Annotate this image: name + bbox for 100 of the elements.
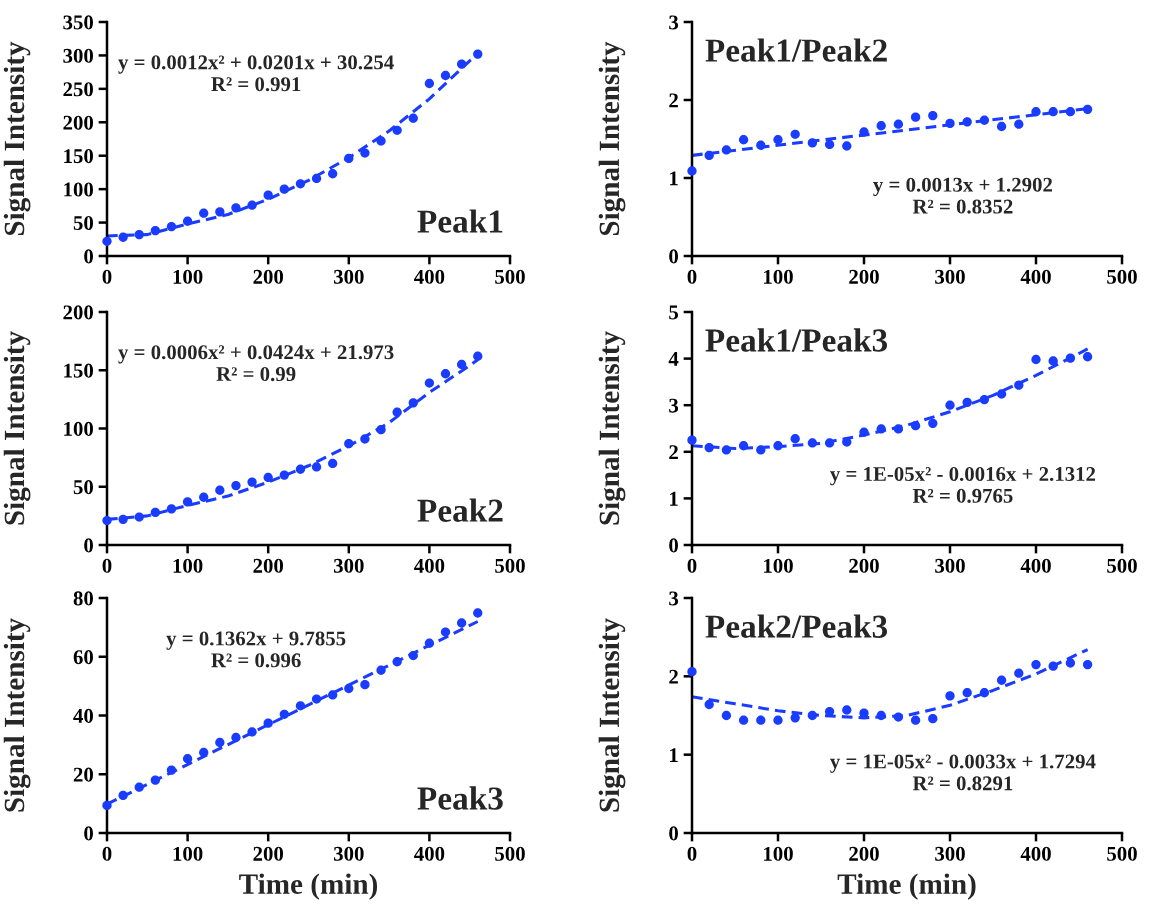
x-tick-label: 300 [935,269,965,284]
point [424,78,435,89]
point [134,512,144,522]
point [166,765,177,775]
point [150,225,161,236]
point [199,208,209,218]
point [408,113,418,123]
point [928,110,938,121]
y-tick-label: 5 [669,305,679,320]
annotation: y = 0.1362x + 9.7855 R² = 0.996 [166,631,346,668]
point [824,139,835,150]
point [1048,356,1058,366]
point [263,718,273,728]
point [263,190,273,200]
y-tick-label: 1 [670,171,678,186]
x-tick-label: 100 [764,846,793,861]
point [1031,659,1041,670]
x-tick-label: 0 [102,846,112,861]
y-tick-label: 0 [669,826,679,841]
x-tick-label: 500 [495,846,525,861]
point [424,638,435,648]
x-tick-label: 100 [764,269,793,284]
chart-title: Peak2/Peak3 [705,614,888,638]
point [996,389,1007,399]
x-tick-label: 0 [687,846,697,861]
point [910,421,921,431]
y-tick-label: 100 [64,421,94,436]
x-tick-label: 0 [102,269,112,284]
point [247,477,257,487]
x-tick-label: 400 [414,269,445,284]
x-tick-label: 300 [935,846,965,861]
point [328,458,338,469]
point [247,200,257,210]
y-axis-title: Signal Intensity [598,41,626,236]
point [1014,380,1024,390]
point [893,712,904,722]
annotation: y = 0.0012x² + 0.0201x + 30.254 R² = 0.991 [118,55,394,92]
point [1048,107,1058,117]
x-tick-label: 0 [687,269,697,284]
y-tick-label: 50 [73,480,94,495]
point [859,708,869,718]
point [392,657,402,667]
y-tick-label: 20 [73,767,94,782]
point [360,148,370,158]
point [756,140,766,150]
point [215,737,225,748]
point [807,438,818,448]
point [1082,104,1093,115]
point [102,515,112,526]
point [945,400,955,410]
point [979,688,990,698]
point [118,232,128,242]
point [996,121,1007,132]
point [102,800,112,811]
point [738,135,749,145]
point [231,203,241,213]
point [859,127,869,137]
point [344,683,354,694]
point [721,445,732,455]
point [842,141,852,151]
point [440,369,451,379]
point [408,398,418,408]
x-tick-label: 100 [764,558,793,573]
point [311,694,322,704]
x-tick-label: 300 [333,269,364,284]
point [102,236,112,246]
point [360,680,370,690]
point [790,713,800,723]
point [408,650,418,661]
point [738,715,749,725]
point [440,627,451,637]
point [360,434,370,444]
point [328,690,338,700]
y-tick-label: 1 [670,491,678,506]
point [893,119,904,129]
point [842,705,852,715]
x-tick-label: 200 [849,269,879,284]
point [118,790,128,801]
y-tick-label: 2 [669,445,678,460]
point [962,117,972,127]
y-tick-label: 250 [63,82,94,97]
y-tick-label: 50 [73,215,94,230]
x-tick-label: 300 [333,558,364,573]
point [263,472,273,483]
point [979,115,990,125]
annotation: y = 1E-05x² - 0.0033x + 1.7294 R² = 0.8291 [830,754,1096,791]
point [859,427,869,437]
point [182,216,193,226]
x-tick-label: 200 [849,558,879,573]
x-tick-label: 400 [414,558,445,573]
point [311,173,322,184]
point [376,425,386,435]
point [910,112,921,122]
point [687,435,697,445]
point [440,70,451,81]
point [979,394,990,405]
x-tick-label: 200 [253,269,284,284]
point [166,221,177,232]
y-tick-label: 3 [669,15,679,30]
y-tick-label: 3 [669,398,679,413]
